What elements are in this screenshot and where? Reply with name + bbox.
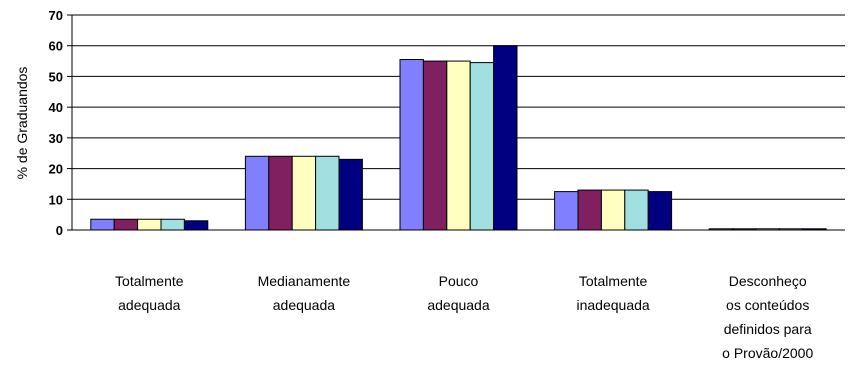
category-labels: Totalmente adequada Medianamente adequada Po… bbox=[115, 273, 813, 361]
y-tick-label: 0 bbox=[56, 223, 63, 238]
category-label: o Provão/2000 bbox=[722, 345, 813, 361]
category-label: adequada bbox=[118, 297, 181, 313]
bar bbox=[469, 62, 495, 231]
bar bbox=[315, 155, 340, 231]
bar bbox=[291, 155, 317, 231]
y-tick-label: 40 bbox=[49, 100, 63, 115]
bar bbox=[338, 158, 363, 231]
bar bbox=[113, 218, 139, 231]
y-axis-label: % de Graduandos bbox=[14, 67, 30, 180]
category-label: definidos para bbox=[724, 321, 812, 337]
y-tick-label: 30 bbox=[49, 131, 63, 146]
bar bbox=[268, 155, 293, 231]
y-tick-label: 10 bbox=[49, 192, 63, 207]
y-tick-label: 20 bbox=[49, 162, 63, 177]
axes bbox=[67, 14, 845, 231]
category-label: Totalmente bbox=[579, 273, 648, 289]
category-label: adequada bbox=[427, 297, 490, 313]
bar bbox=[183, 220, 209, 231]
category-label: Totalmente bbox=[115, 273, 184, 289]
bar bbox=[600, 189, 626, 231]
bar bbox=[446, 60, 471, 231]
category-label: Medianamente bbox=[258, 273, 351, 289]
bar bbox=[399, 59, 424, 231]
bar bbox=[422, 60, 448, 231]
y-tick-label: 70 bbox=[49, 8, 63, 23]
y-tick-labels: 0 10 20 30 40 50 60 70 bbox=[49, 8, 63, 238]
bar bbox=[244, 155, 270, 231]
bar bbox=[493, 45, 518, 231]
bar bbox=[90, 218, 115, 231]
category-label: inadequada bbox=[577, 297, 650, 313]
bar bbox=[137, 218, 162, 231]
bar bbox=[554, 191, 579, 231]
bar bbox=[624, 189, 649, 231]
bars bbox=[90, 45, 827, 231]
category-label: Desconheço bbox=[729, 273, 807, 289]
y-tick-label: 50 bbox=[49, 69, 63, 84]
category-label: os conteúdos bbox=[726, 297, 809, 313]
category-label: Pouco bbox=[439, 273, 479, 289]
bar bbox=[577, 189, 602, 231]
category-label: adequada bbox=[273, 297, 336, 313]
bar bbox=[160, 218, 185, 231]
bar bbox=[647, 191, 673, 231]
y-tick-label: 60 bbox=[49, 39, 63, 54]
